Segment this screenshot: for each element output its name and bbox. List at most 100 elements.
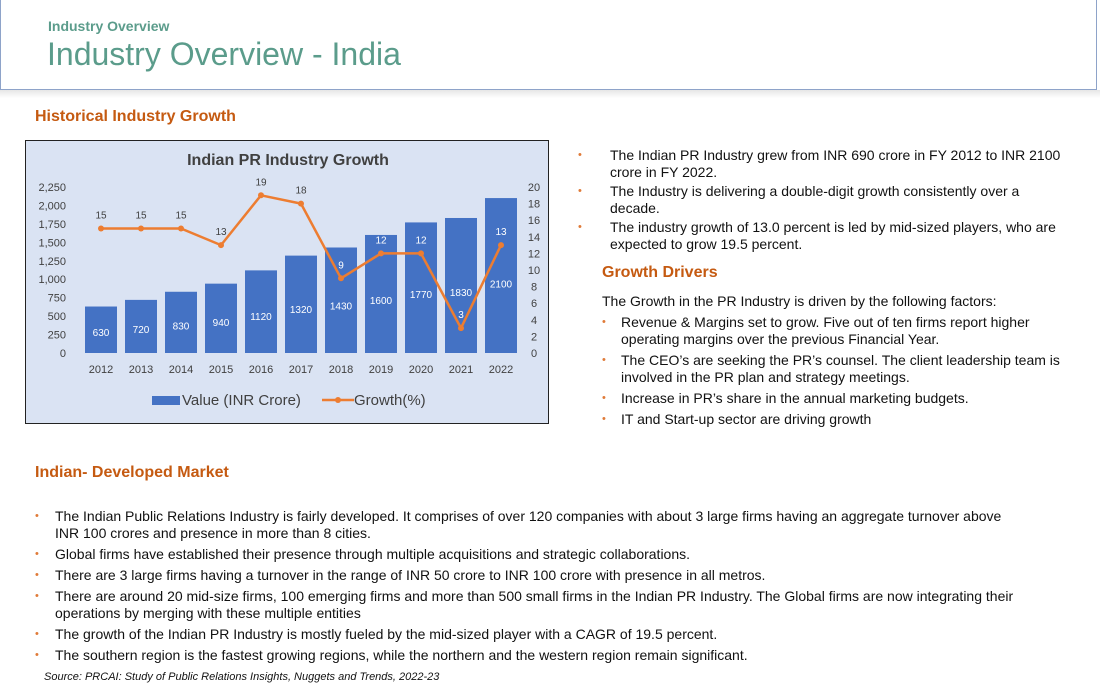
legend-line-marker [335,397,341,403]
bullet-text: The southern region is the fastest growi… [55,647,748,663]
header-divider [0,90,1100,98]
bar [245,270,277,353]
growth-point [298,200,304,207]
growth-drivers-heading: Growth Drivers [602,264,718,281]
bar [325,247,357,353]
y-right-tick: 0 [531,348,537,360]
y-left-tick: 1,000 [38,274,66,286]
bar [205,283,237,353]
x-tick-label: 2015 [209,364,233,376]
bar-data-label: 2100 [490,279,513,290]
growth-data-label: 9 [338,260,344,271]
legend-bar-swatch [152,396,180,405]
bullet-text: The Indian PR Industry grew from INR 690… [610,147,1061,180]
section-kicker: Industry Overview [48,18,170,34]
growth-data-label: 18 [295,186,307,197]
bar-data-label: 940 [213,318,230,329]
growth-drivers-intro: The Growth in the PR Industry is driven … [602,293,997,309]
list-item: • There are 3 large firms having a turnov… [35,567,766,583]
legend-bar-label: Value (INR Crore) [182,392,301,409]
bar-data-label: 830 [173,321,190,332]
list-item: • The industry growth of 13.0 percent is … [578,219,1056,252]
bullet-text: Revenue & Margins set to grow. Five out … [621,314,1030,347]
bar [165,291,197,353]
bullet-text: There are around 20 mid-size firms, 100 … [55,588,1014,621]
y-right-tick: 14 [528,232,540,244]
growth-data-label: 13 [495,227,507,238]
industry-summary-list: • The Indian PR Industry grew from INR 69… [578,147,1068,253]
bullet-text: IT and Start-up sector are driving growt… [621,411,872,427]
x-tick-label: 2014 [169,364,193,376]
developed-market-list: • The Indian Public Relations Industry is… [35,508,1025,664]
list-item: • Increase in PR’s share in the annual ma… [602,390,969,406]
y-right-tick: 20 [528,182,540,194]
y-left-tick: 750 [48,293,66,305]
growth-point [258,192,264,199]
legend-line-label: Growth(%) [354,392,426,409]
header-bar: Industry Overview Industry Overview - In… [0,0,1097,90]
x-tick-label: 2020 [409,364,433,376]
growth-point [178,225,184,232]
source-note: Source: PRCAI: Study of Public Relations… [44,671,440,683]
y-right-tick: 16 [528,215,540,227]
growth-point [378,250,384,257]
growth-point [338,275,344,282]
bar [445,217,477,353]
y-left-tick: 1,750 [38,219,66,231]
growth-data-label: 3 [458,310,464,321]
bar [285,255,317,353]
growth-data-label: 15 [175,211,187,222]
y-right-tick: 4 [531,315,537,327]
growth-point [218,242,224,249]
bar [85,306,117,353]
bullet-text: Global firms have established their pres… [55,546,691,562]
bullet-text: The Indian Public Relations Industry is … [55,508,1002,541]
historical-growth-heading: Historical Industry Growth [35,108,236,125]
growth-drivers-list: • Revenue & Margins set to grow. Five out… [602,314,1072,428]
x-axis: 2012 2013 2014 2015 2016 2017 2018 2019 2020 2021… [89,364,513,376]
growth-data-label: 12 [375,235,387,246]
page-title: Industry Overview - India [47,36,401,72]
growth-line-series: 15 15 15 13 19 18 9 12 12 3 13 [95,177,507,332]
list-item: • The Industry is delivering a double-dig… [578,183,1020,216]
bar-data-label: 1430 [330,302,353,313]
bar-data-label: 630 [93,328,110,339]
growth-point [98,225,104,232]
list-item: • The southern region is the fastest grow… [35,647,748,663]
y-right-tick: 18 [528,199,540,211]
bar-series: 630 720 830 940 1120 1320 1430 1600 1770 1830 2100 [85,198,517,353]
x-tick-label: 2017 [289,364,313,376]
growth-chart: Indian PR Industry Growth 0 250 500 750 1,00… [25,140,549,424]
chart-legend: Value (INR Crore) Growth(%) [152,392,426,409]
bullet-text: There are 3 large firms having a turnove… [55,567,766,583]
list-item: • The Indian PR Industry grew from INR 69… [578,147,1061,180]
growth-point [458,325,464,332]
list-item: • Revenue & Margins set to grow. Five out… [602,314,1030,347]
list-item: • The Indian Public Relations Industry is… [35,508,1002,541]
growth-data-label: 19 [255,177,267,188]
y-right-tick: 10 [528,265,540,277]
y-right-tick: 6 [531,298,537,310]
growth-point [138,225,144,232]
x-tick-label: 2018 [329,364,353,376]
list-item: • The CEO’s are seeking the PR’s counsel.… [602,352,1060,385]
y-left-axis: 0 250 500 750 1,000 1,250 1,500 1,750 2,000 2,250 [38,182,66,360]
bar [405,222,437,353]
growth-data-label: 12 [415,235,427,246]
y-left-tick: 1,250 [38,256,66,268]
y-left-tick: 250 [48,330,66,342]
bar-data-label: 1320 [290,305,313,316]
bullet-text: The industry growth of 13.0 percent is l… [610,219,1056,252]
bullet-text: The CEO’s are seeking the PR’s counsel. … [621,352,1060,385]
y-right-tick: 12 [528,248,540,260]
y-right-axis: 0 2 4 6 8 10 12 14 16 18 20 [528,182,540,360]
growth-data-label: 15 [135,211,147,222]
x-tick-label: 2013 [129,364,153,376]
bar [125,299,157,353]
x-tick-label: 2012 [89,364,113,376]
bar-data-label: 1770 [410,290,433,301]
x-tick-label: 2016 [249,364,273,376]
growth-data-label: 15 [95,211,107,222]
bullet-text: Increase in PR’s share in the annual mar… [621,390,969,406]
bullet-text: The Industry is delivering a double-digi… [610,183,1020,216]
